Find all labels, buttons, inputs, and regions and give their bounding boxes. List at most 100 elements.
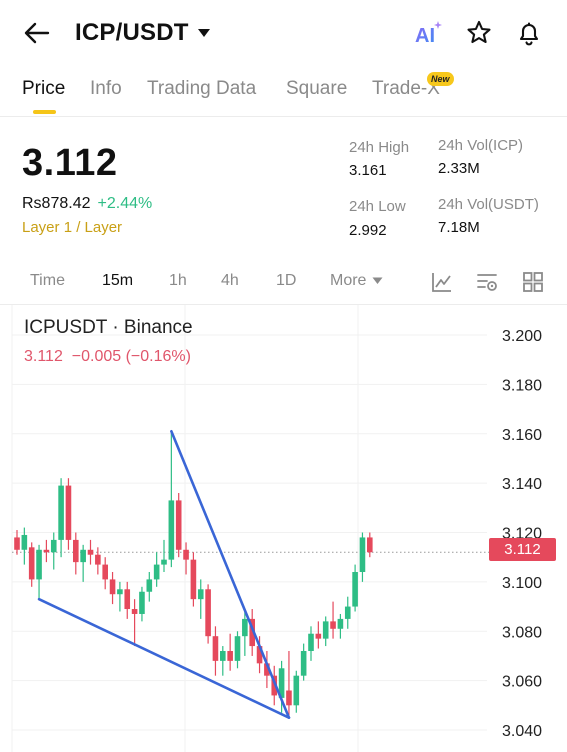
candle-body	[344, 606, 351, 619]
candle-body	[308, 633, 314, 651]
candle-body	[102, 564, 108, 580]
layout-button[interactable]	[520, 269, 546, 295]
candle-body	[367, 537, 373, 553]
back-button[interactable]	[22, 18, 52, 48]
current-price-tag: 3.112	[489, 538, 556, 561]
caret-down-icon	[197, 29, 210, 37]
candle-body	[168, 500, 175, 560]
candle-body	[205, 589, 211, 637]
tab-square[interactable]: Square	[286, 78, 348, 99]
vol-usdt-value: 7.18M	[438, 219, 480, 236]
caret-down-icon	[372, 277, 383, 284]
candle-body	[300, 651, 307, 676]
interval-bar: Time 15m 1h 4h 1D More	[0, 262, 567, 302]
fiat-price: Rs878.42	[22, 195, 91, 212]
candle-body	[190, 559, 197, 600]
divider	[0, 304, 567, 305]
candle-body	[87, 549, 94, 555]
low-label: 24h Low	[349, 198, 406, 215]
high-label: 24h High	[349, 139, 410, 156]
y-tick-label: 3.200	[502, 328, 542, 345]
candle-body	[50, 539, 57, 553]
candle-body	[65, 485, 72, 540]
grid-layout-icon	[523, 272, 543, 292]
candle-body	[220, 651, 226, 661]
interval-4h[interactable]: 4h	[221, 272, 239, 289]
y-tick-label: 3.180	[502, 377, 542, 394]
candle-body	[256, 646, 263, 664]
candle-body	[234, 636, 241, 661]
candle-body	[28, 547, 35, 580]
divider	[0, 116, 567, 117]
candle-body	[95, 554, 101, 565]
candle-body	[43, 549, 50, 553]
candle-body	[359, 537, 366, 572]
low-value: 2.992	[349, 222, 387, 239]
new-badge: New	[427, 72, 454, 86]
pair-selector[interactable]: ICP/USDT	[75, 19, 211, 47]
chart-type-button[interactable]	[429, 269, 455, 295]
candle-body	[73, 539, 79, 563]
candle-body	[293, 675, 300, 706]
chart-title: ICPUSDT · Binance	[24, 317, 193, 338]
last-price: 3.112	[22, 142, 118, 184]
star-icon	[467, 20, 491, 44]
candle-body	[242, 618, 248, 637]
tab-trading-data[interactable]: Trading Data	[147, 78, 257, 99]
interval-1d[interactable]: 1D	[276, 272, 297, 289]
candle-body	[212, 636, 219, 661]
interval-1h[interactable]: 1h	[169, 272, 187, 289]
pair-title: ICP/USDT	[75, 19, 189, 46]
section-tabs: Price Info Trading Data Square Trade-X	[0, 72, 567, 116]
candle-body	[322, 621, 329, 639]
y-tick-label: 3.160	[502, 427, 542, 444]
svg-text:AI: AI	[415, 25, 435, 47]
indicator-button[interactable]	[474, 269, 500, 295]
active-tab-indicator	[33, 110, 56, 114]
tab-price[interactable]: Price	[22, 78, 66, 99]
candle-body	[36, 549, 42, 580]
chart-quote: 3.112 −0.005 (−0.16%)	[24, 348, 191, 366]
interval-more[interactable]: More	[330, 272, 383, 290]
trendline	[37, 597, 291, 719]
candle-body	[117, 589, 123, 595]
interval-more-label: More	[330, 272, 367, 289]
indicator-settings-icon	[477, 274, 497, 291]
category-tag[interactable]: Layer 1 / Layer	[22, 219, 123, 236]
candle-body	[278, 668, 285, 698]
line-chart-icon	[432, 273, 451, 292]
alerts-button[interactable]	[514, 18, 544, 48]
y-tick-label: 3.100	[502, 575, 542, 592]
candlestick-chart[interactable]: 3.200 3.180 3.160 3.140 3.120 3.100 3.080 3.060…	[0, 305, 567, 752]
price-change: +2.44%	[97, 195, 153, 212]
candle-body	[197, 589, 204, 600]
candle-body	[80, 549, 86, 563]
candle-body	[264, 663, 270, 676]
candle-body	[161, 559, 167, 565]
bell-icon	[519, 22, 539, 46]
candle-body	[249, 618, 255, 647]
trendline	[170, 429, 291, 719]
tab-info[interactable]: Info	[90, 78, 122, 99]
interval-time[interactable]: Time	[30, 272, 65, 289]
interval-15m[interactable]: 15m	[102, 272, 134, 289]
price-subline: Rs878.42 +2.44%	[22, 195, 152, 213]
candle-body	[14, 537, 20, 550]
ai-button[interactable]: AI	[413, 18, 443, 48]
vol-icp-label: 24h Vol(ICP)	[438, 137, 524, 154]
top-bar: ICP/USDT AI	[0, 0, 567, 66]
candle-body	[227, 651, 233, 661]
tab-trade-x[interactable]: Trade-X	[372, 78, 440, 99]
chart-canvas: 3.2003.1803.1603.1403.1203.1003.0803.060…	[11, 305, 542, 752]
candle-body	[286, 690, 292, 706]
candle-body	[315, 633, 322, 639]
candle-body	[139, 591, 145, 614]
quote-price: 3.112	[24, 348, 63, 365]
candle-body	[183, 549, 189, 560]
favorite-button[interactable]	[464, 18, 494, 48]
candle-body	[131, 609, 138, 614]
candle-body	[109, 579, 116, 595]
candle-body	[337, 618, 344, 629]
candle-body	[153, 564, 160, 580]
quote-change: −0.005 (−0.16%)	[71, 348, 191, 365]
